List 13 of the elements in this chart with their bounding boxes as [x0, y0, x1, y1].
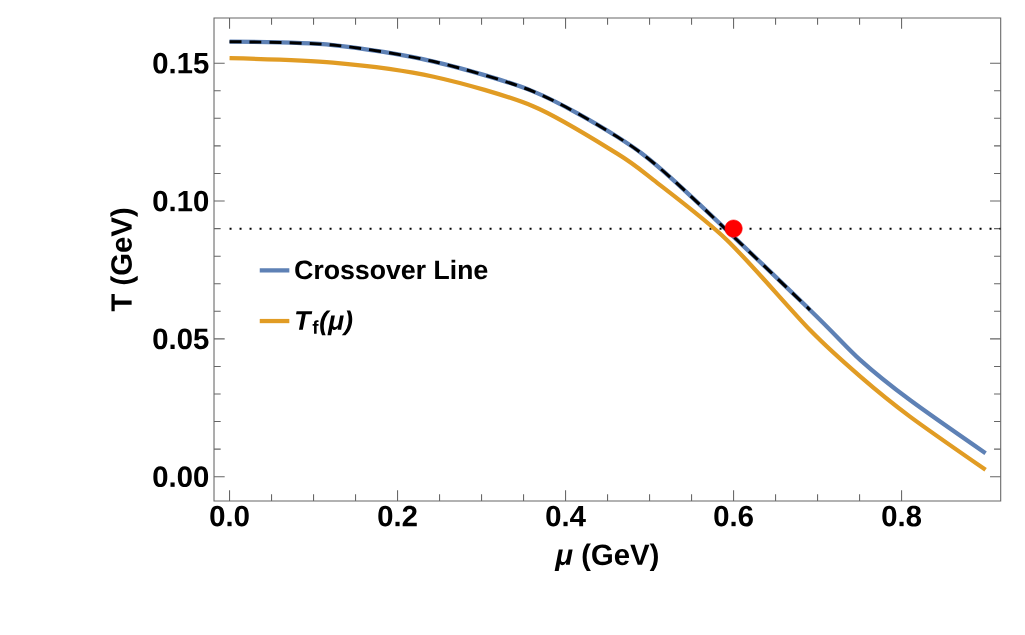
x-tick-label: 0.8: [882, 505, 922, 527]
x-tick-label: 0.6: [714, 505, 753, 527]
legend-label: Crossover Line: [295, 259, 488, 280]
y-axis-title: T (GeV): [110, 208, 138, 312]
y-tick-label: 0.05: [153, 328, 209, 350]
x-tick-label: 0.4: [546, 505, 586, 527]
x-tick-label: 0.0: [210, 505, 249, 527]
x-axis-title: μ (GeV): [554, 543, 658, 571]
y-tick-label: 0.00: [153, 466, 209, 488]
y-tick-label: 0.15: [153, 52, 209, 74]
x-tick-label: 0.2: [378, 505, 417, 527]
y-tick-label: 0.10: [153, 190, 209, 212]
legend-label: T$_{f}$(μ): [296, 310, 353, 336]
